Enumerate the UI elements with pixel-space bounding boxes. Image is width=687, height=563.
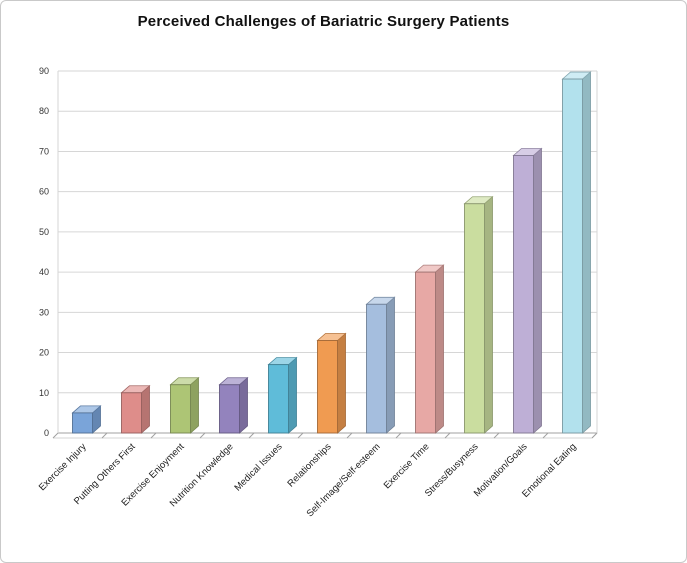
x-axis-label: Exercise Injury bbox=[37, 441, 89, 493]
bar-side-face bbox=[582, 71, 591, 434]
x-axis-tick bbox=[591, 432, 598, 439]
axes bbox=[52, 71, 598, 439]
y-axis-tick-label: 90 bbox=[39, 66, 49, 76]
x-axis-tick bbox=[395, 432, 402, 439]
bar-side-face bbox=[484, 195, 493, 434]
bar-side-face bbox=[533, 147, 542, 434]
bar-front-face bbox=[268, 364, 289, 434]
bar-side-face bbox=[239, 376, 248, 434]
bar-front-face bbox=[415, 271, 436, 434]
bar-front-face bbox=[72, 412, 93, 434]
bar-front-face bbox=[464, 203, 485, 434]
x-axis-tick bbox=[52, 432, 59, 439]
x-axis-tick bbox=[542, 432, 549, 439]
x-axis-tick bbox=[150, 432, 157, 439]
y-axis-tick-label: 60 bbox=[39, 187, 49, 197]
x-axis-tick bbox=[199, 432, 206, 439]
x-axis-label: Emotional Eating bbox=[520, 441, 579, 500]
bar-side-face bbox=[337, 332, 346, 434]
y-axis-tick-label: 70 bbox=[39, 146, 49, 156]
y-axis-tick-label: 40 bbox=[39, 267, 49, 277]
x-axis-label: Exercise Time bbox=[382, 441, 432, 491]
bar-side-face bbox=[141, 384, 150, 434]
bar-side-face bbox=[386, 296, 395, 434]
x-axis-tick bbox=[346, 432, 353, 439]
bar-front-face bbox=[170, 384, 191, 434]
x-axis-tick bbox=[297, 432, 304, 439]
bar-front-face bbox=[562, 78, 583, 434]
bar-front-face bbox=[121, 392, 142, 434]
x-axis-label: Medical Issues bbox=[232, 441, 284, 493]
bar-side-face bbox=[435, 264, 444, 434]
bar-front-face bbox=[366, 303, 387, 434]
y-axis-tick-label: 80 bbox=[39, 106, 49, 116]
chart-title: Perceived Challenges of Bariatric Surger… bbox=[137, 13, 510, 30]
y-axis-tick-label: 30 bbox=[39, 307, 49, 317]
y-axis-tick-label: 50 bbox=[39, 227, 49, 237]
y-axis-tick-label: 20 bbox=[39, 348, 49, 358]
x-axis-tick bbox=[248, 432, 255, 439]
x-axis-label: Relationships bbox=[286, 441, 334, 489]
bar-front-face bbox=[219, 384, 240, 434]
bar-front-face bbox=[317, 340, 338, 434]
x-axis-tick bbox=[101, 432, 108, 439]
bar-side-face bbox=[190, 376, 199, 434]
x-axis-tick bbox=[444, 432, 451, 439]
bar-front-face bbox=[513, 155, 534, 434]
x-axis-tick bbox=[493, 432, 500, 439]
y-axis-tick-label: 0 bbox=[44, 428, 49, 438]
y-axis-tick-label: 10 bbox=[39, 388, 49, 398]
bar-side-face bbox=[288, 356, 297, 434]
